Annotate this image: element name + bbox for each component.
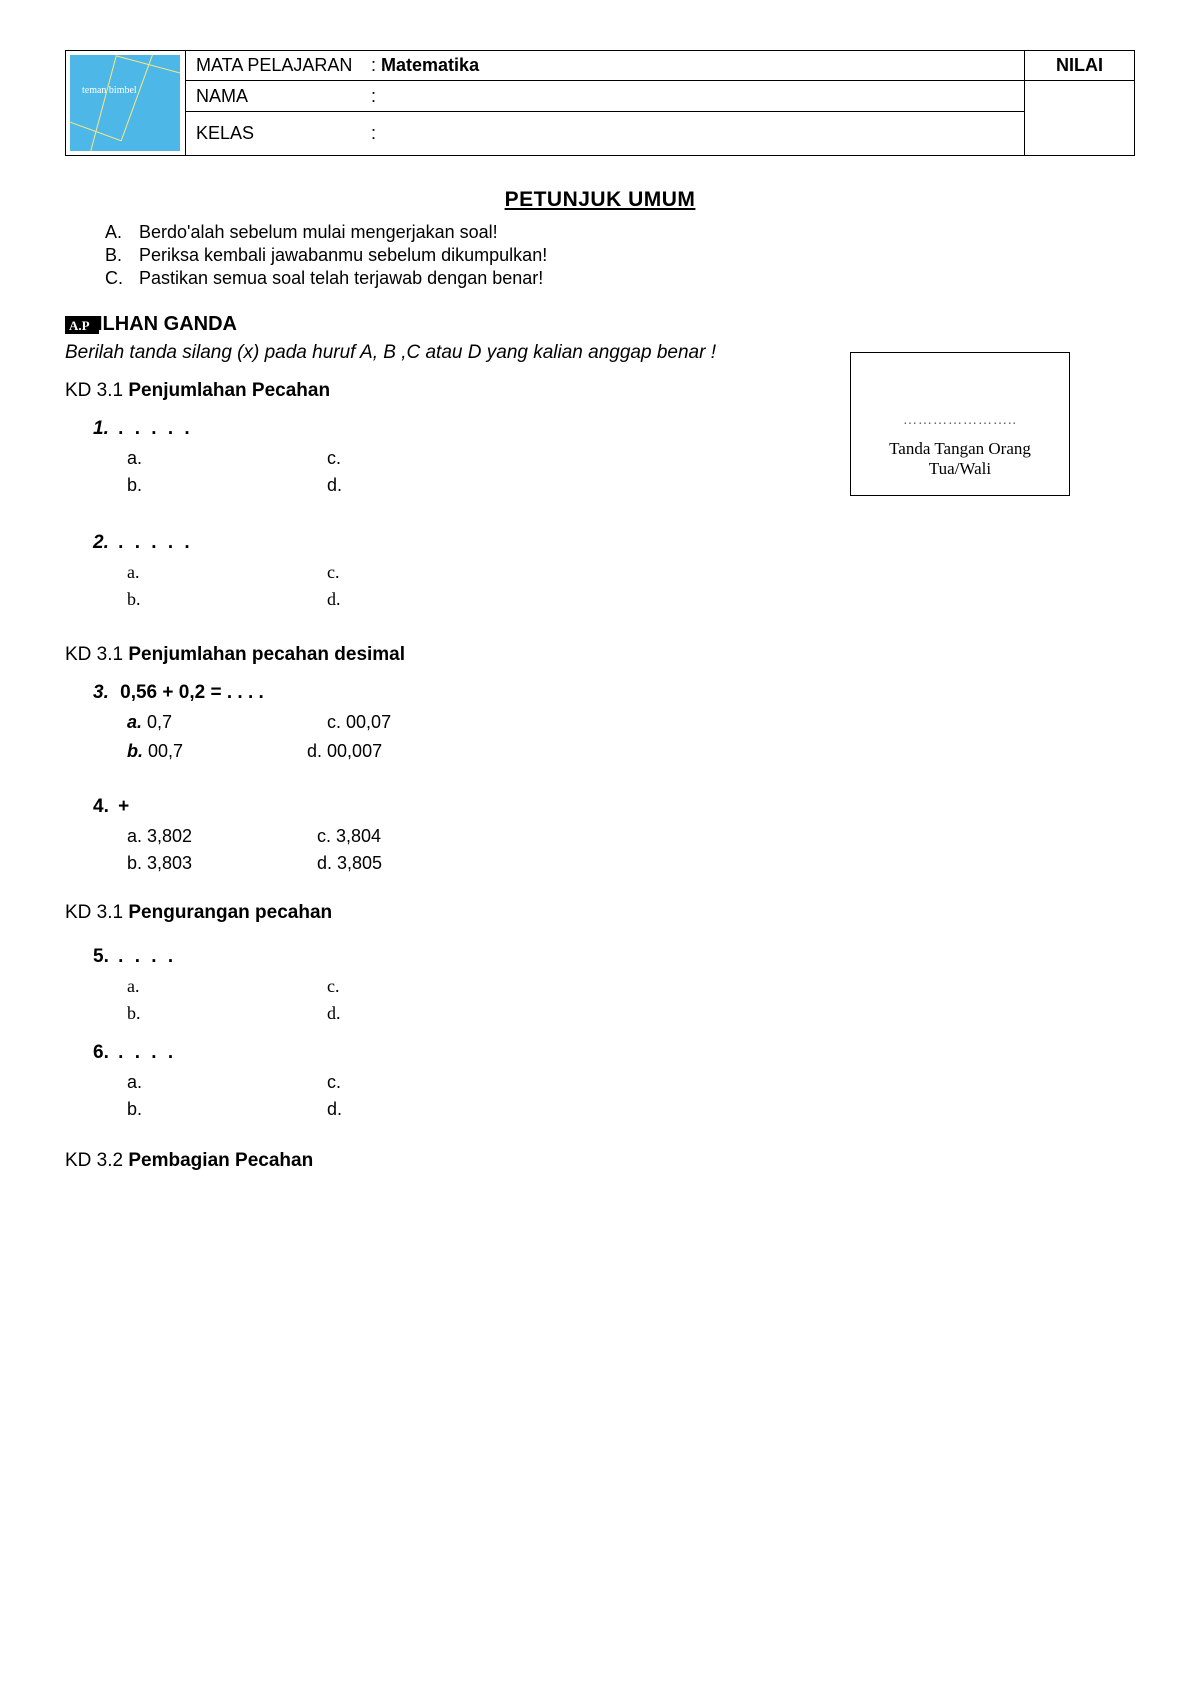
option-d: d. 00,007: [307, 741, 382, 762]
kd-title: KD 3.2 Pembagian Pecahan: [65, 1150, 1135, 1172]
option-b: b.: [127, 589, 327, 610]
content-area: ………………….. Tanda Tangan Orang Tua/Wali KD…: [65, 380, 1135, 1172]
nilai-value-cell: [1025, 81, 1135, 156]
option-b: b. 00,7: [127, 741, 307, 762]
petunjuk-title: PETUNJUK UMUM: [65, 188, 1135, 212]
option-d: d.: [327, 475, 527, 496]
petunjuk-list: A. Berdo'alah sebelum mulai mengerjakan …: [105, 222, 1135, 289]
question-3-options: a. 0,7 c. 00,07 b. 00,7 d. 00,00: [127, 712, 1135, 762]
logo-image: teman bimbel: [70, 55, 180, 151]
question-6-options: a. c. b. d.: [127, 1072, 1135, 1120]
option-c: c.: [327, 1072, 527, 1093]
option-c: c.: [327, 976, 527, 997]
mata-pelajaran-value: Matematika: [381, 55, 479, 75]
section-heading: A.P ILHAN GANDA: [65, 313, 1135, 336]
question-5-options: a. c. b. d.: [127, 976, 1135, 1024]
question-2: 2. . . . . .: [93, 532, 1135, 554]
option-d: d.: [327, 1099, 527, 1120]
question-5: 5. . . . .: [93, 946, 1135, 968]
kelas-row: KELAS :: [186, 112, 1025, 156]
header-table: teman bimbel MATA PELAJARAN : Matematika…: [65, 50, 1135, 156]
signature-box: ………………….. Tanda Tangan Orang Tua/Wali: [850, 352, 1070, 496]
signature-label-1: Tanda Tangan Orang: [861, 439, 1059, 459]
nama-row: NAMA :: [186, 81, 1025, 112]
mata-pelajaran-row: MATA PELAJARAN : Matematika: [186, 51, 1025, 81]
kd-title: KD 3.1 Pengurangan pecahan: [65, 902, 1135, 924]
option-a: a.: [127, 976, 327, 997]
logo-cell: teman bimbel: [66, 51, 186, 156]
question-6: 6. . . . .: [93, 1042, 1135, 1064]
option-b: b. 3,803: [127, 853, 317, 874]
petunjuk-item: A. Berdo'alah sebelum mulai mengerjakan …: [105, 222, 1135, 243]
nama-label: NAMA: [196, 86, 366, 107]
option-a: a.: [127, 562, 327, 583]
option-b: b.: [127, 1003, 327, 1024]
signature-dots: …………………..: [861, 413, 1059, 429]
mata-pelajaran-label: MATA PELAJARAN: [196, 55, 366, 76]
question-4-options: a. 3,802 c. 3,804 b. 3,803 d. 3,805: [127, 826, 1135, 874]
petunjuk-item: B. Periksa kembali jawabanmu sebelum dik…: [105, 245, 1135, 266]
question-3: 3. 0,56 + 0,2 = . . . .: [93, 682, 1135, 704]
logo-text: teman bimbel: [82, 85, 137, 96]
svg-text:A.P: A.P: [69, 318, 90, 333]
option-d: d.: [327, 1003, 527, 1024]
worksheet-page: teman bimbel MATA PELAJARAN : Matematika…: [0, 0, 1200, 1224]
signature-label-2: Tua/Wali: [861, 459, 1059, 479]
petunjuk-item: C. Pastikan semua soal telah terjawab de…: [105, 268, 1135, 289]
kd-title: KD 3.1 Penjumlahan pecahan desimal: [65, 644, 1135, 666]
obscured-prefix-icon: A.P: [65, 313, 101, 336]
option-d: d. 3,805: [317, 853, 517, 874]
option-c: c.: [327, 562, 527, 583]
option-b: b.: [127, 1099, 327, 1120]
option-d: d.: [327, 589, 527, 610]
question-4: 4. +: [93, 796, 1135, 818]
question-2-options: a. c. b. d.: [127, 562, 1135, 610]
kelas-label: KELAS: [196, 123, 366, 144]
option-a: a.: [127, 1072, 327, 1093]
option-c: c. 00,07: [327, 712, 391, 733]
option-c: c. 3,804: [317, 826, 517, 847]
option-a: a.: [127, 448, 327, 469]
option-a: a. 0,7: [127, 712, 327, 733]
option-b: b.: [127, 475, 327, 496]
nilai-header: NILAI: [1025, 51, 1135, 81]
option-a: a. 3,802: [127, 826, 317, 847]
option-c: c.: [327, 448, 527, 469]
